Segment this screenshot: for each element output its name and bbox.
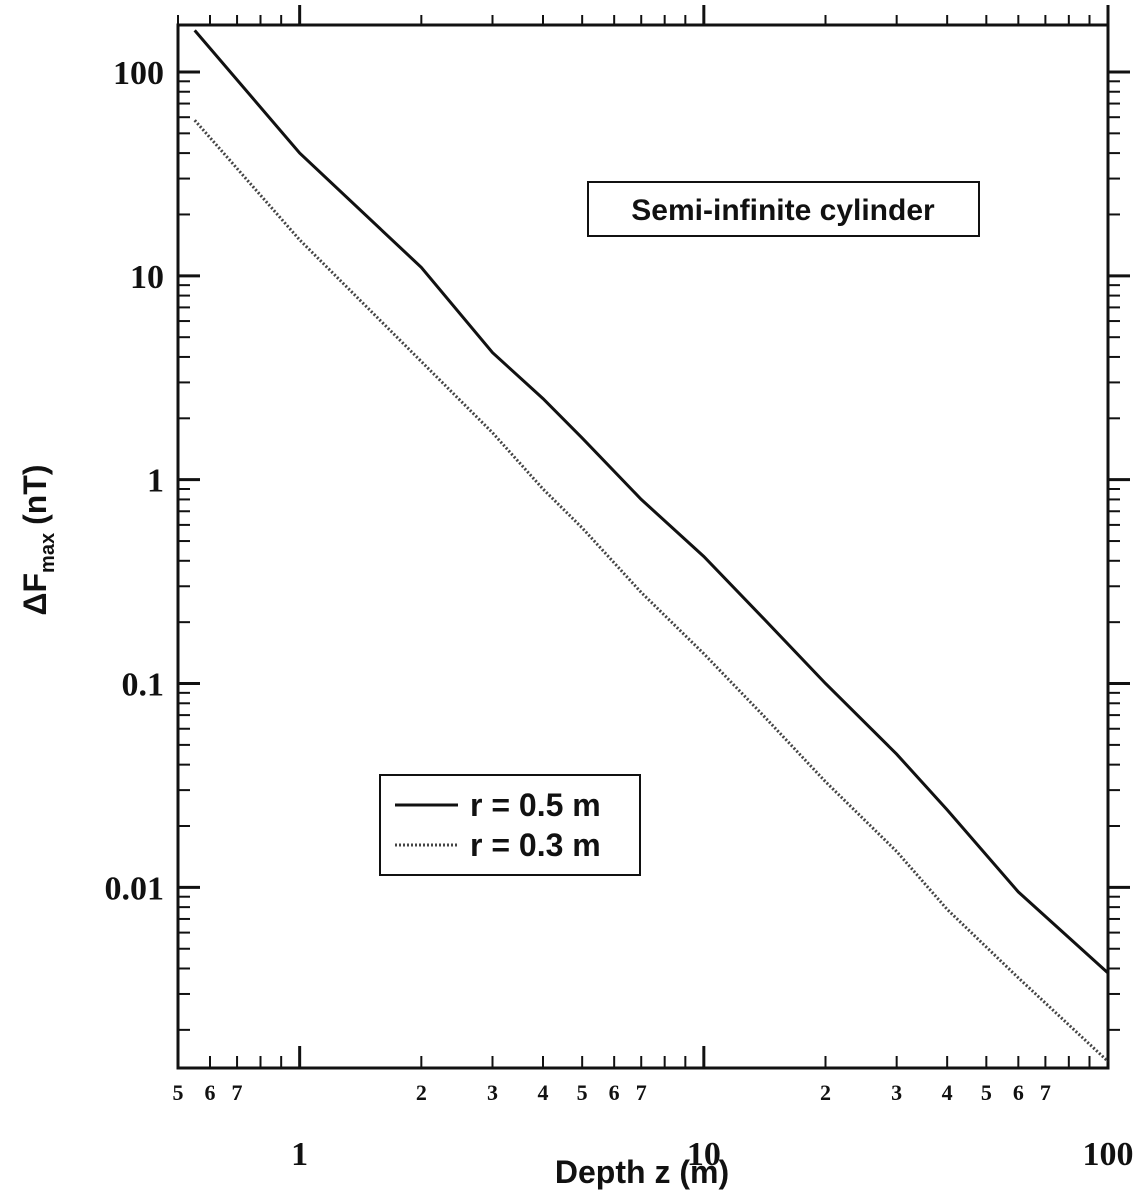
x-minor-tick-label: 7: [232, 1080, 243, 1105]
x-minor-tick-label: 6: [205, 1080, 216, 1105]
x-major-tick-label: 100: [1083, 1136, 1134, 1173]
x-major-tick-label: 1: [291, 1136, 308, 1173]
x-minor-tick-label: 6: [1013, 1080, 1024, 1105]
y-axis-title-main: ΔF: [17, 573, 53, 616]
y-tick-label: 1: [147, 463, 164, 500]
x-minor-tick-label: 5: [173, 1080, 184, 1105]
legend-label-r05: r = 0.5 m: [470, 787, 601, 823]
legend: r = 0.5 m r = 0.3 m: [379, 774, 641, 876]
plot-frame: [176, 23, 1110, 1070]
annotation-box: Semi-infinite cylinder: [587, 181, 980, 237]
y-tick-label: 0.01: [105, 870, 165, 907]
x-minor-tick-label: 4: [537, 1080, 548, 1105]
y-axis-ticks: 100 10 1 0.1 0.01: [105, 55, 1130, 1031]
y-axis-title-sub: max: [37, 533, 59, 573]
x-minor-tick-label: 2: [820, 1080, 831, 1105]
y-tick-label: 10: [130, 259, 164, 296]
y-tick-label: 0.1: [122, 667, 165, 704]
x-minor-tick-label: 5: [577, 1080, 588, 1105]
legend-label-r03: r = 0.3 m: [470, 827, 601, 863]
y-axis-title: ΔFmax (nT): [17, 465, 59, 616]
x-minor-tick-label: 6: [609, 1080, 620, 1105]
x-minor-tick-label: 4: [942, 1080, 953, 1105]
x-minor-tick-label: 5: [981, 1080, 992, 1105]
plot-border: [176, 23, 1110, 1070]
y-axis-title-unit: (nT): [17, 465, 53, 525]
series-line-0: [193, 29, 1110, 975]
series-line-1: [193, 119, 1110, 1063]
x-minor-tick-label: 3: [487, 1080, 498, 1105]
x-major-tick-label: 10: [687, 1136, 721, 1173]
x-minor-tick-label: 7: [636, 1080, 647, 1105]
y-tick-label: 100: [113, 55, 164, 92]
svg-text:ΔFmax(nT): ΔFmax (nT): [17, 465, 59, 616]
annotation-text: Semi-infinite cylinder: [631, 194, 935, 227]
x-minor-tick-label: 3: [891, 1080, 902, 1105]
x-minor-tick-label: 7: [1040, 1080, 1051, 1105]
series-layer: [193, 29, 1110, 1063]
x-minor-tick-label: 2: [416, 1080, 427, 1105]
x-axis-title: Depth z (m): [555, 1154, 729, 1190]
